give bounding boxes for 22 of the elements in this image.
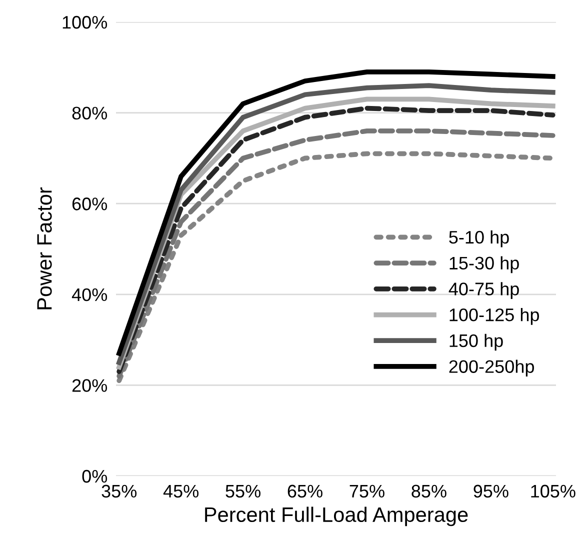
y-tick-label: 0% <box>82 470 108 483</box>
x-tick-label: 45% <box>163 484 198 498</box>
x-tick-label: 105% <box>531 484 576 498</box>
y-tick-label: 80% <box>72 106 108 120</box>
y-axis-title: Power Factor <box>37 187 52 310</box>
y-tick-label: 40% <box>72 288 108 302</box>
x-tick-label: 85% <box>412 484 446 498</box>
y-tick-label: 20% <box>72 379 108 392</box>
legend-label: 100-125 hp <box>450 308 539 325</box>
x-tick-label: 95% <box>474 484 508 498</box>
y-tick-label: 100% <box>62 16 108 29</box>
x-tick-label: 55% <box>226 484 260 498</box>
x-tick-label: 75% <box>350 484 384 498</box>
legend-label: 15-30 hp <box>450 256 519 274</box>
x-tick-label: 35% <box>102 484 137 498</box>
legend-label: 200-250hp <box>449 360 534 377</box>
x-tick-label: 65% <box>288 484 322 498</box>
legend-label: 150 hp <box>450 334 503 351</box>
legend-label: 5-10 hp <box>449 230 509 248</box>
legend-label: 40-75 hp <box>448 282 519 299</box>
y-tick-label: 60% <box>72 198 108 210</box>
x-axis-title: Percent Full-Load Amperage <box>205 506 468 526</box>
